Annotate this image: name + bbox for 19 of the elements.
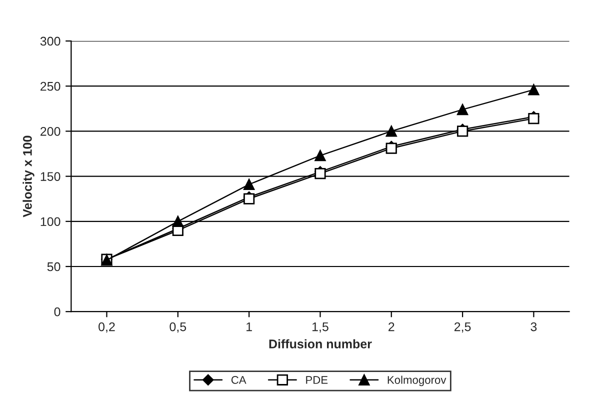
legend-label: CA: [231, 376, 246, 384]
x-tick-label: 3: [530, 322, 537, 332]
x-tick-label: 2: [388, 322, 394, 332]
y-tick-label: 300: [40, 36, 60, 46]
y-tick-label: 150: [40, 172, 60, 181]
y-tick-label: 250: [40, 82, 60, 91]
legend-label: PDE: [306, 376, 328, 384]
x-tick-label: 1,5: [312, 322, 328, 333]
x-tick-label: 0,2: [98, 322, 115, 333]
y-axis-title: Velocity x 100: [22, 136, 34, 218]
x-tick-label: 0,5: [170, 322, 186, 333]
legend-label: Kolmogorov: [388, 376, 446, 386]
x-tick-label: 1: [246, 322, 252, 332]
x-axis-title: Diffusion number: [269, 339, 372, 348]
y-tick-label: 50: [47, 262, 60, 272]
y-tick-label: 0: [54, 307, 60, 316]
y-tick-label: 200: [40, 127, 60, 136]
x-tick-label: 2,5: [454, 322, 471, 333]
y-tick-label: 100: [40, 217, 60, 226]
